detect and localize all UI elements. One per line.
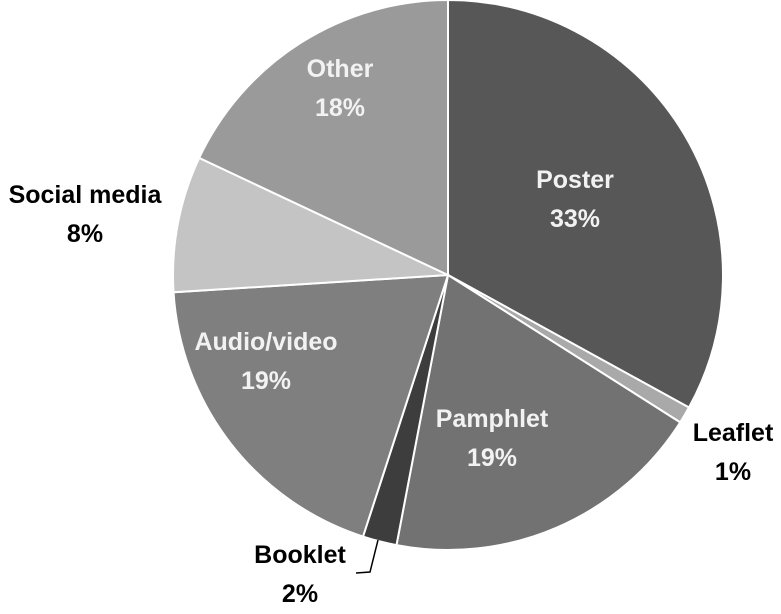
slice-label-pamphlet: Pamphlet 19% — [436, 405, 549, 472]
slice-label-poster: Poster 33% — [536, 166, 614, 233]
pie-slice-social-media — [172, 156, 449, 294]
slice-label-audio-video: Audio/video 19% — [194, 328, 337, 395]
slice-label-name: Other — [307, 55, 374, 83]
slice-label-percent: 33% — [550, 205, 600, 233]
slice-label-booklet: Booklet 2% — [254, 541, 346, 608]
slice-label-percent: 19% — [241, 367, 291, 395]
slice-label-name: Pamphlet — [436, 405, 549, 433]
slice-label-percent: 19% — [467, 444, 517, 472]
slice-label-name: Social media — [9, 181, 163, 209]
slice-label-name: Leaflet — [693, 419, 774, 447]
slice-label-percent: 18% — [315, 94, 365, 122]
leader-lines — [355, 539, 379, 574]
slice-label-name: Audio/video — [194, 328, 337, 356]
pie-slice-pamphlet — [395, 273, 682, 551]
slice-label-percent: 2% — [282, 580, 318, 608]
slice-label-other: Other 18% — [307, 55, 374, 122]
slice-label-percent: 8% — [67, 220, 103, 248]
leader-line-booklet — [355, 539, 379, 574]
pie-slice-poster — [447, 0, 724, 409]
pie-slice-audio-video — [172, 273, 450, 538]
pie-slices — [172, 0, 724, 551]
slice-label-name: Poster — [536, 166, 614, 194]
slice-label-percent: 1% — [715, 458, 751, 486]
pie-slice-other — [197, 0, 449, 277]
slice-label-leaflet: Leaflet 1% — [693, 419, 774, 486]
slice-label-name: Booklet — [254, 541, 346, 569]
slice-label-social-media: Social media 8% — [9, 181, 163, 248]
slice-labels: Poster 33% Leaflet 1% Pamphlet 19% Booklet 2% Au… — [9, 55, 774, 608]
